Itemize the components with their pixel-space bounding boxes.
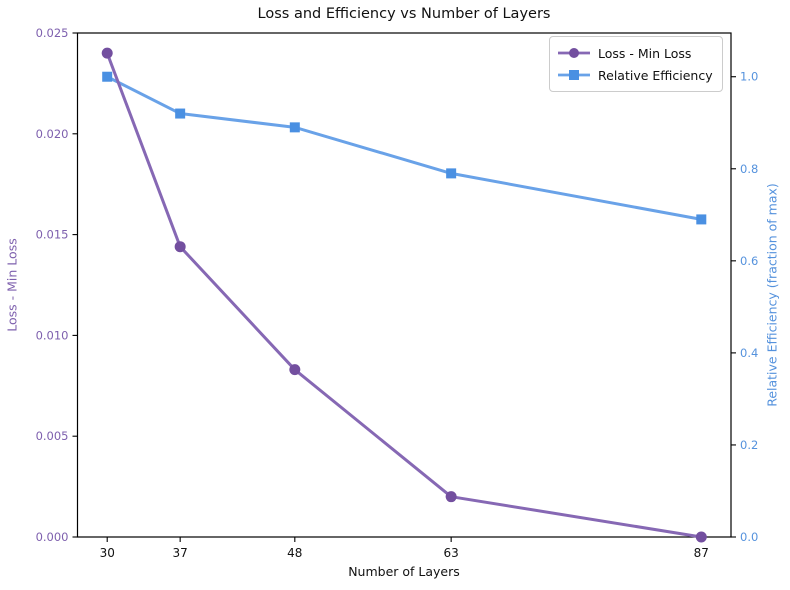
- data-point: [289, 364, 301, 376]
- legend-label-efficiency: Relative Efficiency: [598, 67, 713, 83]
- x-axis-label: Number of Layers: [348, 564, 460, 579]
- left-y-tick-label: 0.005: [36, 429, 69, 443]
- data-point: [695, 531, 707, 543]
- x-tick-label: 87: [694, 546, 709, 560]
- chart-title: Loss and Efficiency vs Number of Layers: [257, 6, 551, 22]
- legend: Loss - Min Loss Relative Efficiency: [549, 36, 723, 92]
- data-point: [101, 47, 113, 59]
- x-tick-label: 48: [287, 546, 302, 560]
- x-tick-label: 30: [100, 546, 115, 560]
- right-y-tick-label: 0.2: [740, 438, 758, 452]
- legend-entry-loss: Loss - Min Loss: [557, 42, 713, 64]
- data-point: [174, 241, 186, 253]
- right-y-tick-label: 0.4: [740, 346, 758, 360]
- left-axis-label: Loss - Min Loss: [4, 238, 20, 332]
- left-y-tick-label: 0.015: [36, 228, 69, 242]
- right-axis-label: Relative Efficiency (fraction of max): [764, 183, 780, 407]
- data-point: [446, 168, 457, 179]
- plot-border: [76, 32, 732, 538]
- legend-label-loss: Loss - Min Loss: [598, 45, 692, 61]
- left-y-tick-label: 0.020: [36, 127, 69, 141]
- data-point: [289, 122, 300, 133]
- data-point: [696, 214, 707, 225]
- data-point: [445, 491, 457, 503]
- right-y-tick-label: 0.6: [740, 254, 758, 268]
- efficiency-line-swatch-icon: [558, 70, 590, 80]
- data-point: [175, 108, 186, 119]
- right-y-tick-label: 1.0: [740, 70, 758, 84]
- left-y-tick-label: 0.000: [36, 530, 69, 544]
- x-tick-label: 37: [173, 546, 188, 560]
- data-point: [102, 71, 113, 82]
- left-y-tick-label: 0.010: [36, 328, 69, 342]
- left-y-tick-label: 0.025: [36, 26, 69, 40]
- right-y-tick-label: 0.8: [740, 162, 758, 176]
- right-y-tick-label: 0.0: [740, 530, 758, 544]
- series-line: [105, 75, 703, 221]
- legend-entry-efficiency: Relative Efficiency: [557, 64, 713, 86]
- x-tick-label: 63: [444, 546, 459, 560]
- loss-line-swatch-icon: [558, 48, 590, 58]
- series-line: [105, 51, 703, 539]
